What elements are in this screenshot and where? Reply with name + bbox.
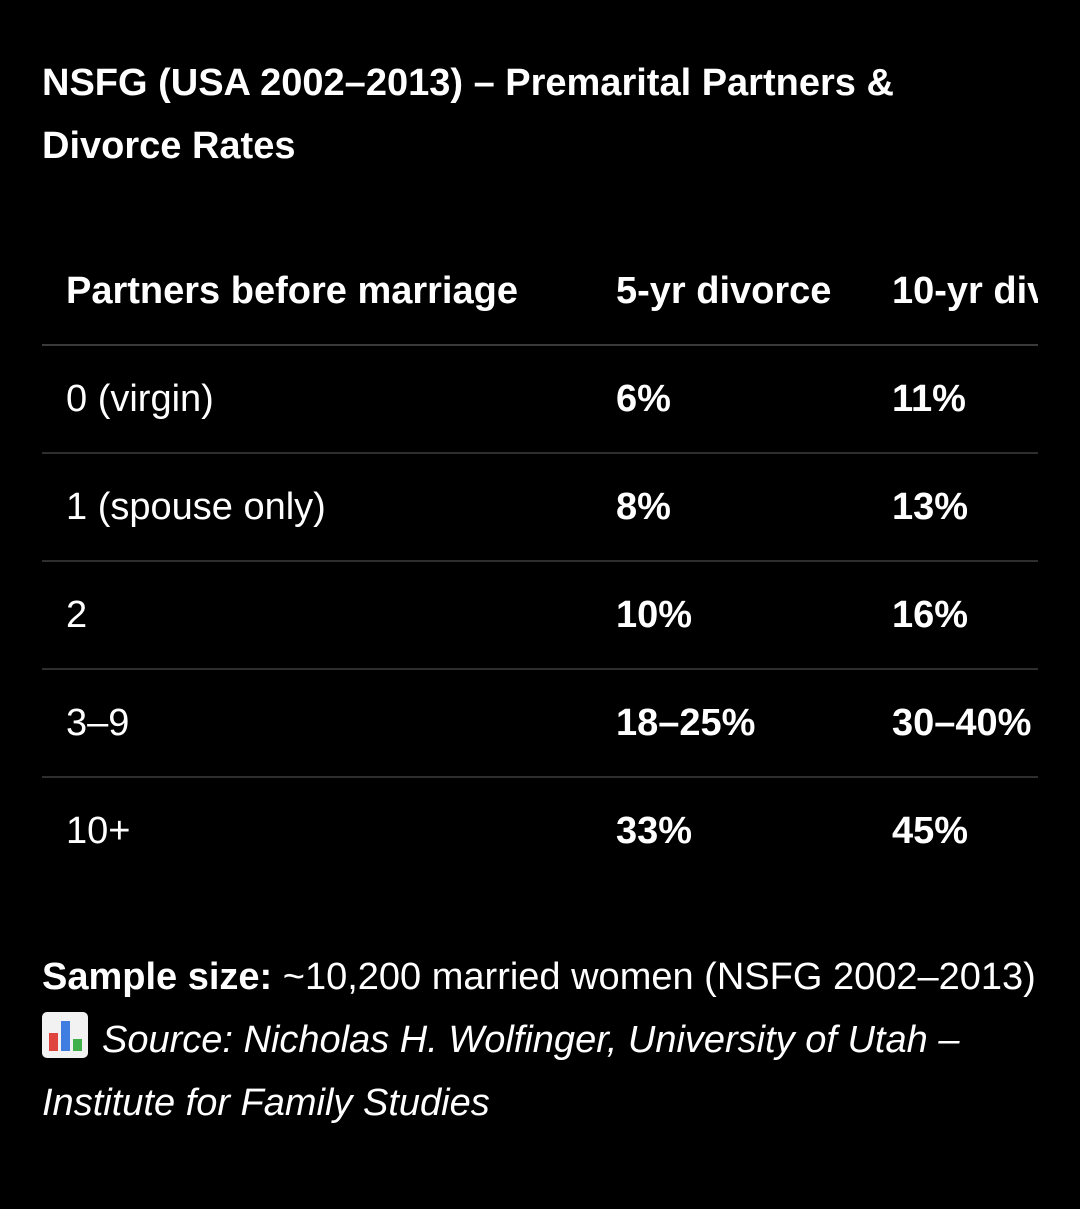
column-header-partners: Partners before marriage [42,238,592,346]
sample-size-label: Sample size: [42,956,273,998]
table-row: 2 10% 16% [42,561,1038,670]
ten-year-divorce-cell: 45% [892,809,969,852]
five-year-divorce-cell: 18–25% [592,669,868,778]
five-year-divorce-cell: 10% [592,561,868,670]
table-row: 10+ 33% 45% [42,777,1038,884]
sample-size-text: ~10,200 married women (NSFG 2002–2013) [272,956,1036,998]
five-year-divorce-cell: 33% [616,809,693,852]
partners-cell: 0 (virgin) [42,345,592,454]
partners-cell: 1 (spouse only) [42,453,592,562]
five-year-divorce-cell: 8% [592,453,868,562]
five-year-divorce-cell: 6% [592,345,868,454]
partners-cell: 3–9 [42,669,592,778]
data-table-container[interactable]: Partners before marriage 5-yr divorce 10… [42,238,1038,884]
partners-cell: 2 [42,561,592,670]
table-row: 1 (spouse only) 8% 13% [42,453,1038,562]
bar-chart-icon [42,1012,88,1058]
ten-year-divorce-cell: 13% [868,453,1038,562]
ten-year-divorce-cell: 16% [868,561,1038,670]
table-row: 0 (virgin) 6% 11% [42,345,1038,454]
partners-cell: 10+ [66,809,131,852]
source-note: Source: Nicholas H. Wolfinger, Universit… [42,1009,1037,1135]
footer-notes: Sample size: ~10,200 married women (NSFG… [42,946,1037,1135]
table-header-row: Partners before marriage 5-yr divorce 10… [42,238,1038,346]
divorce-rate-table: Partners before marriage 5-yr divorce 10… [42,238,1038,884]
source-text: Source: Nicholas H. Wolfinger, Universit… [42,1019,960,1124]
column-header-10yr-divorce: 10-yr div [868,238,1038,346]
sample-size-note: Sample size: ~10,200 married women (NSFG… [42,946,1037,1009]
ten-year-divorce-cell: 11% [868,345,1038,454]
table-row: 3–9 18–25% 30–40% [42,669,1038,778]
column-header-5yr-divorce: 5-yr divorce [592,238,868,346]
page-title: NSFG (USA 2002–2013) – Premarital Partne… [42,62,894,167]
ten-year-divorce-cell: 30–40% [868,669,1038,778]
